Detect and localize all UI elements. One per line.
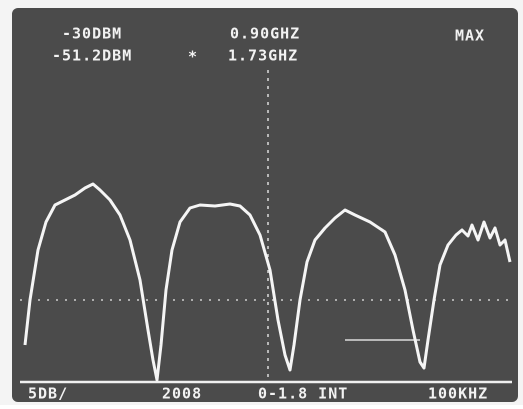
marker-level: -51.2DBM — [52, 47, 132, 65]
span: 2008 — [162, 385, 202, 403]
marker-freq: 1.73GHZ — [228, 47, 298, 65]
marker-symbol: * — [188, 48, 198, 66]
screen — [12, 8, 518, 402]
mode: MAX — [455, 27, 485, 45]
ref-level: -30DBM — [62, 25, 122, 43]
range: 0-1.8 INT — [258, 385, 348, 403]
center-freq: 0.90GHZ — [230, 25, 300, 43]
scale: 5DB/ — [28, 385, 68, 403]
page: -30DBM 0.90GHZ MAX -51.2DBM * 1.73GHZ 5D… — [0, 0, 523, 405]
bandwidth: 100KHZ — [428, 385, 488, 403]
analyzer-screen: -30DBM 0.90GHZ MAX -51.2DBM * 1.73GHZ 5D… — [0, 0, 523, 405]
